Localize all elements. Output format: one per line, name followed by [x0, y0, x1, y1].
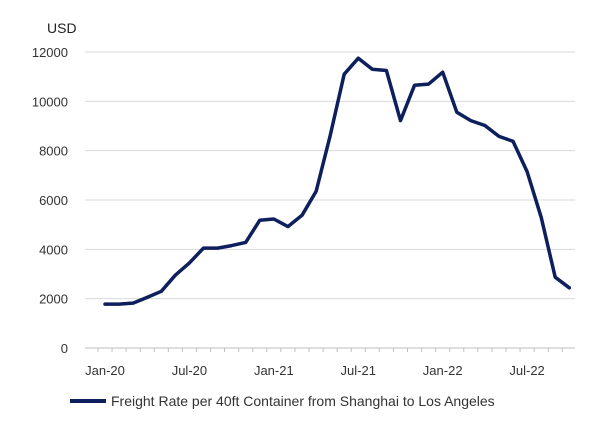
y-tick-label: 4000	[39, 242, 68, 257]
legend: Freight Rate per 40ft Container from Sha…	[70, 393, 495, 409]
y-tick-label: 8000	[39, 144, 68, 159]
series-line-freight-rate	[103, 56, 572, 306]
y-tick-label: 10000	[32, 94, 68, 109]
gridlines	[85, 51, 575, 300]
y-tick-label: 6000	[39, 193, 68, 208]
legend-swatch-freight-rate	[70, 399, 106, 403]
y-tick-label: 12000	[32, 45, 68, 60]
y-axis-unit-label: USD	[47, 20, 77, 36]
x-axis-tick-labels: Jan-20 Jul-20 Jan-21 Jul-21 Jan-22 Jul-22	[85, 363, 545, 378]
y-tick-label: 2000	[39, 292, 68, 307]
x-tick-label: Jan-20	[85, 363, 125, 378]
x-tick-label: Jul-22	[509, 363, 544, 378]
x-tick-label: Jan-22	[423, 363, 463, 378]
x-tick-label: Jan-21	[254, 363, 294, 378]
y-tick-label: 0	[61, 341, 68, 356]
x-tick-label: Jul-20	[172, 363, 207, 378]
series-lines	[103, 56, 572, 306]
legend-label-freight-rate: Freight Rate per 40ft Container from Sha…	[111, 393, 495, 409]
x-axis	[85, 347, 575, 352]
x-tick-label: Jul-21	[341, 363, 376, 378]
y-axis-tick-labels: 0 2000 4000 6000 8000 10000 12000	[32, 45, 68, 356]
